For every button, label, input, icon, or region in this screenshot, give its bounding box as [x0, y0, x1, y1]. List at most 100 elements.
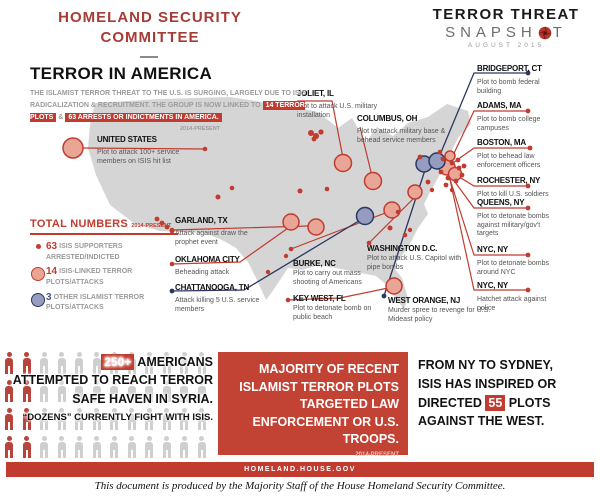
- city-name: BRIDGEPORT, CT: [477, 64, 542, 73]
- city-desc: Plot to bomb federal building: [477, 79, 540, 95]
- city-desc: Hatchet attack against police: [477, 296, 547, 312]
- city-desc: Plot to attack U.S. Capitol with pipe bo…: [367, 255, 462, 271]
- bl-line2: ATTEMPTED TO REACH TERROR: [12, 373, 213, 388]
- city-desc: Plot to detonate bombs around NYC: [477, 260, 549, 276]
- legend-item-other-plots: 3 OTHER ISLAMIST TERROR PLOTS/ATTACKS: [30, 292, 180, 313]
- city-name: NYC, NY: [477, 281, 509, 290]
- majority-plots-timeframe: 2014-PRESENT: [355, 451, 399, 458]
- person-icon: [179, 352, 189, 376]
- person-icon: [4, 352, 14, 376]
- person-icon: [127, 436, 137, 460]
- person-icon: [127, 380, 137, 404]
- city-name: ADAMS, MA: [477, 101, 522, 110]
- legend-total-numbers: TOTAL NUMBERS 2014-PRESENT 63 ISIS SUPPOR…: [30, 218, 180, 317]
- plot-markers-other: [355, 152, 446, 226]
- map-callout-adams: ADAMS, MA Plot to bomb college campuses: [477, 101, 557, 133]
- person-icon: [57, 436, 67, 460]
- legend-label: ISIS SUPPORTERS ARRESTED/INDICTED: [46, 243, 123, 261]
- map-callout-rochester: ROCHESTER, NY Plot to kill U.S. soldiers: [477, 176, 559, 200]
- person-icon: [144, 408, 154, 432]
- city-desc: Murder spree to revenge for U.S. Mideast…: [388, 307, 491, 323]
- city-desc: Plot to attack 100+ service members on I…: [97, 149, 180, 165]
- city-desc: Attack against draw the prophet event: [175, 230, 248, 246]
- person-icon: [74, 352, 84, 376]
- city-name: BOSTON, MA: [477, 138, 526, 147]
- city-name: CHATTANOOGA, TN: [175, 283, 250, 292]
- map-callout-nyc-hatchet: NYC, NY Hatchet attack against police: [477, 281, 557, 313]
- person-icon: [109, 436, 119, 460]
- person-icon: [179, 408, 189, 432]
- snapshot-post: T: [552, 24, 567, 41]
- navy-dots: [169, 70, 531, 299]
- person-icon: [39, 352, 49, 376]
- city-name: UNITED STATES: [97, 135, 157, 144]
- city-desc: Plot to behead law enforcement officers: [477, 153, 541, 169]
- badge-250: 250+: [101, 354, 135, 370]
- city-name: NYC, NY: [477, 245, 509, 254]
- salmon-circle-marker: [30, 267, 46, 282]
- person-icon: [57, 380, 67, 404]
- person-icon: [179, 380, 189, 404]
- city-desc: Plot to detonate bombs against military/…: [477, 213, 549, 238]
- person-icon: [74, 380, 84, 404]
- committee-logo: HOMELAND SECURITY COMMITTEE: [30, 8, 270, 47]
- legend-label: OTHER ISLAMIST TERROR PLOTS/ATTACKS: [46, 293, 145, 312]
- person-icon: [144, 352, 154, 376]
- city-desc: Plot to carry out mass shooting of Ameri…: [293, 270, 362, 286]
- person-icon: [162, 408, 172, 432]
- person-icon: [162, 352, 172, 376]
- person-icon: [179, 436, 189, 460]
- city-desc: Plot to attack military base & behead se…: [357, 128, 446, 144]
- person-icon: [74, 408, 84, 432]
- map-callout-chattanooga: CHATTANOOGA, TN Attack killing 5 U.S. se…: [175, 283, 261, 314]
- intro-block: TERROR IN AMERICA THE ISLAMIST TERROR TH…: [30, 64, 314, 134]
- person-icon: [92, 408, 102, 432]
- map-callout-oklahoma-city: OKLAHOMA CITY Beheading attack: [175, 255, 263, 278]
- person-icon: [197, 380, 207, 404]
- person-icon: [197, 436, 207, 460]
- website-url: HOMELAND.HOUSE.GOV: [244, 466, 356, 473]
- person-icon: [57, 352, 67, 376]
- map-callout-garland: GARLAND, TX Attack against draw the prop…: [175, 216, 253, 247]
- bl-line3: SAFE HAVEN IN SYRIA.: [72, 391, 213, 406]
- figure-grid: [4, 352, 214, 464]
- arrest-dots: [154, 108, 533, 303]
- map-callout-west-orange: WEST ORANGE, NJ Murder spree to revenge …: [388, 296, 496, 324]
- syria-travelers-panel: 250+ AMERICANS ATTEMPTED TO REACH TERROR…: [0, 350, 215, 462]
- plot-markers-isis: [62, 137, 463, 295]
- legend-timeframe: 2014-PRESENT: [131, 223, 172, 229]
- brand-date: AUGUST 2015: [467, 42, 545, 49]
- map-callout-washington-dc: WASHINGTON D.C. Plot to attack U.S. Capi…: [367, 244, 467, 272]
- committee-line1: HOMELAND SECURITY: [58, 9, 242, 26]
- person-icon: [39, 408, 49, 432]
- city-desc: Plot to attack U.S. military installatio…: [297, 103, 378, 119]
- city-desc: Plot to detonate bomb on public beach: [293, 305, 372, 321]
- page-title: TERROR IN AMERICA: [30, 64, 213, 83]
- blue-circle-marker: [30, 292, 46, 307]
- camera-aperture-icon: [538, 26, 552, 39]
- person-icon: [4, 380, 14, 404]
- person-icon: [39, 380, 49, 404]
- intro-timeframe: 2014-PRESENT: [180, 125, 221, 132]
- us-map-silhouette: [88, 97, 471, 309]
- map-callout-columbus: COLUMBUS, OH Plot to attack military bas…: [357, 114, 465, 145]
- person-icon: [197, 352, 207, 376]
- brand-subtitle: SNAPSH T: [420, 24, 592, 41]
- city-name: BURKE, NC: [293, 259, 336, 268]
- legend-item-isis-plots: 14 ISIS-LINKED TERROR PLOTS/ATTACKS: [30, 266, 180, 287]
- footer-band: HOMELAND.HOUSE.GOV: [6, 462, 594, 477]
- subtitle-text: THE ISLAMIST TERROR THREAT TO THE U.S. I…: [30, 90, 307, 109]
- majority-plots-text: MAJORITY OF RECENT ISLAMIST TERROR PLOTS…: [239, 362, 399, 446]
- snapshot-pre: SNAPSH: [445, 24, 537, 41]
- header-divider: [140, 56, 158, 58]
- city-desc: Attack killing 5 U.S. service members: [175, 297, 260, 313]
- person-icon: [109, 408, 119, 432]
- legend-title: TOTAL NUMBERS 2014-PRESENT: [30, 218, 180, 230]
- city-desc: Plot to bomb college campuses: [477, 116, 541, 132]
- person-icon: [144, 380, 154, 404]
- map-callout-joliet: JOLIET, IL Plot to attack U.S. military …: [297, 89, 383, 120]
- person-icon: [22, 436, 32, 460]
- subtitle-amp: &: [58, 113, 64, 121]
- br-text-before: FROM NY TO SYDNEY, ISIS HAS INSPIRED OR …: [418, 358, 557, 410]
- map-callout-united-states: UNITED STATES Plot to attack 100+ servic…: [97, 135, 193, 166]
